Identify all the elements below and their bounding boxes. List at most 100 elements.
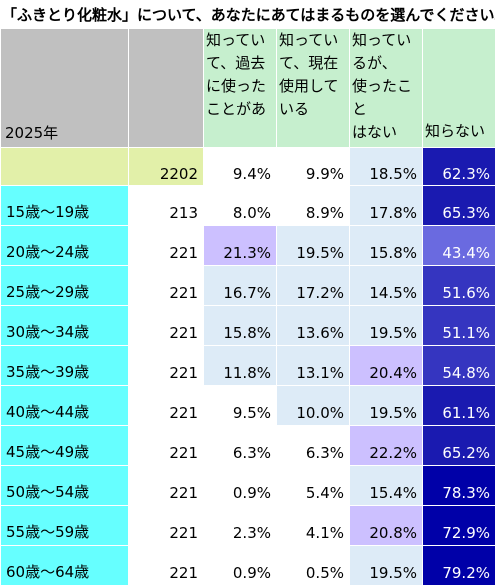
column-header-line: 使用して <box>279 75 347 98</box>
percent-cell: 14.5% <box>350 266 423 306</box>
sample-size: 221 <box>129 266 204 306</box>
percent-cell: 13.6% <box>277 306 350 346</box>
sample-size: 221 <box>129 386 204 426</box>
column-header-line: ことがあ <box>206 98 274 121</box>
age-group-label: 50歳～54歳 <box>1 466 129 506</box>
percent-cell: 65.3% <box>423 186 495 226</box>
column-header-know-not-used: 知っているが、使ったことはない <box>350 29 423 148</box>
column-header-line: て、現在 <box>279 52 347 75</box>
page: 「ふきとり化粧水」について、あなたにあてはまるものを選んでください。 2025年… <box>0 0 495 572</box>
total-n: 2202 <box>129 148 204 186</box>
column-header-line: 知ってい <box>279 29 347 52</box>
percent-cell: 43.4% <box>423 226 495 266</box>
column-header-using-now: 知っていて、現在使用している <box>277 29 350 148</box>
percent-cell: 17.8% <box>350 186 423 226</box>
total-label <box>1 148 129 186</box>
table-title: 「ふきとり化粧水」について、あなたにあてはまるものを選んでください。 <box>2 2 495 28</box>
total-value-3: 62.3% <box>423 148 495 186</box>
age-group-label: 15歳～19歳 <box>1 186 129 226</box>
column-header-line: 知ってい <box>352 29 420 52</box>
column-header-line: はない <box>352 121 420 144</box>
sample-size: 221 <box>129 466 204 506</box>
percent-cell: 15.8% <box>204 306 277 346</box>
header-row: 2025年 知っていて、過去に使ったことがあ 知っていて、現在使用している 知っ… <box>1 29 495 148</box>
column-header-line: いる <box>279 98 347 121</box>
column-header-used-before: 知っていて、過去に使ったことがあ <box>204 29 277 148</box>
percent-cell: 2.3% <box>204 506 277 546</box>
age-group-label: 20歳～24歳 <box>1 226 129 266</box>
percent-cell: 20.4% <box>350 346 423 386</box>
percent-cell: 19.5% <box>350 386 423 426</box>
column-header-line: に使った <box>206 75 274 98</box>
sample-size: 213 <box>129 186 204 226</box>
age-group-label: 30歳～34歳 <box>1 306 129 346</box>
percent-cell: 19.5% <box>350 306 423 346</box>
percent-cell: 8.9% <box>277 186 350 226</box>
sample-size: 221 <box>129 306 204 346</box>
column-header-line: 知らない <box>425 120 493 143</box>
percent-cell: 13.1% <box>277 346 350 386</box>
percent-cell: 5.4% <box>277 466 350 506</box>
column-header-dont-know: 知らない <box>423 29 495 148</box>
percent-cell: 10.0% <box>277 386 350 426</box>
percent-cell: 72.9% <box>423 506 495 546</box>
percent-cell: 19.5% <box>277 226 350 266</box>
total-value-2: 18.5% <box>350 148 423 186</box>
sample-size: 221 <box>129 426 204 466</box>
percent-cell: 15.4% <box>350 466 423 506</box>
age-group-label: 25歳～29歳 <box>1 266 129 306</box>
sample-size: 221 <box>129 506 204 546</box>
column-header-line: 使ったこと <box>352 75 420 121</box>
percent-cell: 78.3% <box>423 466 495 506</box>
percent-cell: 15.8% <box>350 226 423 266</box>
percent-cell: 79.2% <box>423 546 495 586</box>
age-group-label: 40歳～44歳 <box>1 386 129 426</box>
age-group-label: 35歳～39歳 <box>1 346 129 386</box>
crosstab-table: 2025年 知っていて、過去に使ったことがあ 知っていて、現在使用している 知っ… <box>0 28 495 586</box>
total-value-1: 9.9% <box>277 148 350 186</box>
age-group-label: 55歳～59歳 <box>1 506 129 546</box>
sample-size: 221 <box>129 346 204 386</box>
column-header-line: て、過去 <box>206 52 274 75</box>
age-group-label: 45歳～49歳 <box>1 426 129 466</box>
percent-cell: 8.0% <box>204 186 277 226</box>
percent-cell: 22.2% <box>350 426 423 466</box>
percent-cell: 0.5% <box>277 546 350 586</box>
percent-cell: 51.1% <box>423 306 495 346</box>
year-label: 2025年 <box>1 29 129 148</box>
sample-size: 221 <box>129 226 204 266</box>
total-row: 2202 9.4% 9.9% 18.5% 62.3% <box>1 148 495 186</box>
percent-cell: 9.5% <box>204 386 277 426</box>
n-header <box>129 29 204 148</box>
percent-cell: 17.2% <box>277 266 350 306</box>
percent-cell: 21.3% <box>204 226 277 266</box>
percent-cell: 51.6% <box>423 266 495 306</box>
percent-cell: 6.3% <box>277 426 350 466</box>
percent-cell: 6.3% <box>204 426 277 466</box>
percent-cell: 4.1% <box>277 506 350 546</box>
percent-cell: 61.1% <box>423 386 495 426</box>
percent-cell: 16.7% <box>204 266 277 306</box>
total-value-0: 9.4% <box>204 148 277 186</box>
percent-cell: 20.8% <box>350 506 423 546</box>
percent-cell: 0.9% <box>204 546 277 586</box>
percent-cell: 0.9% <box>204 466 277 506</box>
percent-cell: 65.2% <box>423 426 495 466</box>
percent-cell: 11.8% <box>204 346 277 386</box>
percent-cell: 19.5% <box>350 546 423 586</box>
sample-size: 221 <box>129 546 204 586</box>
age-group-label: 60歳～64歳 <box>1 546 129 586</box>
percent-cell: 54.8% <box>423 346 495 386</box>
column-header-line: 知ってい <box>206 29 274 52</box>
column-header-line: るが、 <box>352 52 420 75</box>
